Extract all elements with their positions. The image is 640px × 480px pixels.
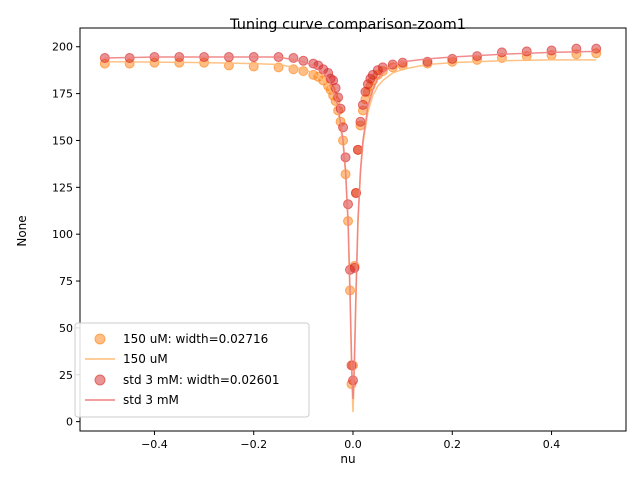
series-2-point (349, 262, 360, 273)
series-2-point (355, 116, 366, 127)
y-tick-label: 125 (52, 181, 73, 194)
series-2-point (496, 47, 507, 58)
x-axis: −0.4 −0.2 0.0 0.2 0.4 (141, 431, 560, 451)
series-2-point (357, 99, 368, 110)
x-tick-label: −0.4 (141, 438, 168, 451)
legend-marker-std3mm-points (94, 374, 106, 386)
y-tick-label: 75 (59, 275, 73, 288)
legend: 150 uM: width=0.02716 150 uM std 3 mM: w… (74, 322, 310, 418)
series-2-point (340, 152, 351, 163)
legend-label-150um-points: 150 uM: width=0.02716 (123, 332, 268, 346)
x-axis-label: nu (340, 452, 355, 466)
series-3-line (104, 50, 597, 400)
legend-label-150um-line: 150 uM (123, 352, 168, 366)
y-tick-label: 50 (59, 322, 73, 335)
plot-area (99, 43, 602, 413)
y-tick-label: 150 (52, 134, 73, 147)
legend-marker-150um-points (94, 333, 106, 345)
chart-title: Tuning curve comparison-zoom1 (229, 17, 466, 33)
legend-label-std3mm-line: std 3 mM (123, 393, 179, 407)
y-tick-label: 25 (59, 369, 73, 382)
series-1-line (104, 59, 597, 413)
y-axis-label: None (15, 215, 29, 246)
series-2-point (571, 43, 582, 54)
y-tick-label: 0 (66, 416, 73, 429)
y-axis: 0 25 50 75 100 125 150 175 200 (52, 41, 80, 429)
x-tick-label: −0.2 (240, 438, 267, 451)
legend-frame (74, 322, 310, 418)
x-tick-label: 0.2 (444, 438, 462, 451)
legend-label-std3mm-points: std 3 mM: width=0.02601 (123, 373, 280, 387)
x-tick-label: 0.4 (543, 438, 561, 451)
y-tick-label: 100 (52, 228, 73, 241)
series-2-point (447, 53, 458, 64)
series-2-point (521, 46, 532, 57)
series-2-point (546, 45, 557, 56)
series-2-point (352, 144, 363, 155)
series-2-point (377, 62, 388, 73)
y-tick-label: 175 (52, 88, 73, 101)
y-tick-label: 200 (52, 41, 73, 54)
series-2-point (350, 187, 361, 198)
x-tick-label: 0.0 (344, 438, 362, 451)
